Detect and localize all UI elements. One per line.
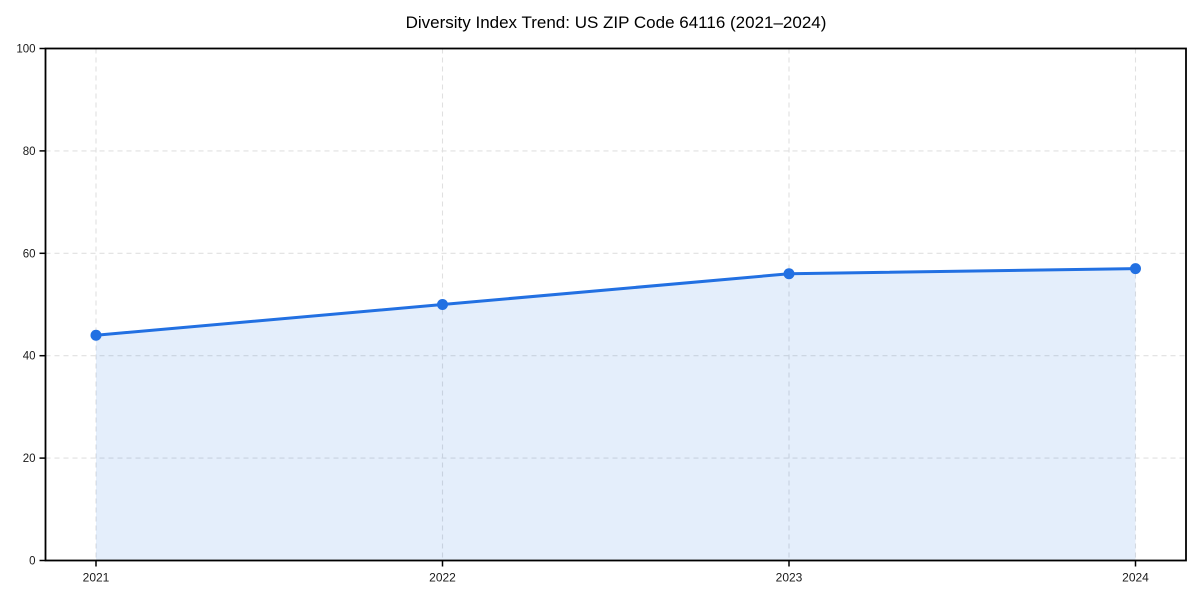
area-fill [96,268,1136,561]
data-point-2023 [783,268,795,280]
chart-title: Diversity Index Trend: US ZIP Code 64116… [405,13,827,32]
y-tick-label: 100 [16,44,35,56]
data-point-2022 [437,299,448,310]
x-tick-label: 2024 [1122,571,1149,585]
trend-line [94,267,1137,337]
x-tick-label: 2021 [83,571,110,585]
y-tick-label: 0 [29,556,35,568]
y-tick-label: 60 [23,248,36,260]
y-tick-label: 40 [23,351,36,363]
data-point-2021 [90,329,102,341]
data-point-2024 [1130,263,1141,275]
x-tick-label: 2023 [776,571,803,585]
plot-border [44,47,1187,562]
x-tick-label: 2022 [429,571,456,585]
y-tick-label: 80 [23,146,36,158]
y-tick-label: 20 [23,453,36,465]
